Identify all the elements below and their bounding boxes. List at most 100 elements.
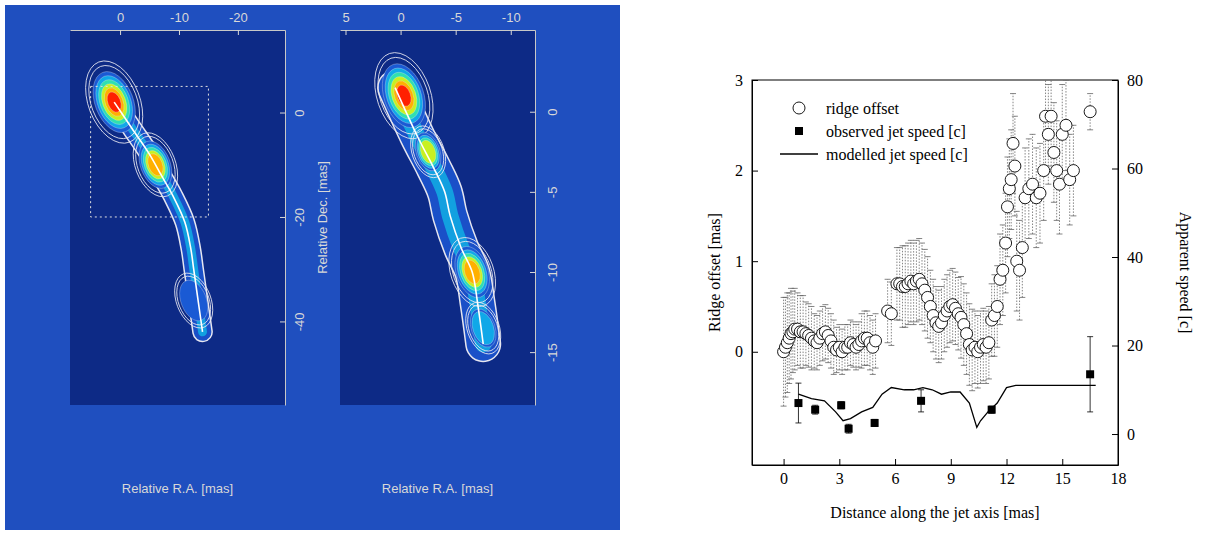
error-cap bbox=[919, 243, 925, 244]
error-cap bbox=[1041, 220, 1047, 221]
axis-line bbox=[753, 465, 1119, 466]
error-cap bbox=[955, 277, 961, 278]
tick-label: 60 bbox=[1127, 160, 1143, 177]
error-cap bbox=[792, 288, 798, 289]
speed-point bbox=[794, 399, 802, 407]
error-cap bbox=[964, 374, 970, 375]
tick-mark bbox=[784, 459, 785, 465]
error-cap bbox=[913, 240, 919, 241]
tick: -10 bbox=[502, 10, 521, 35]
error-cap bbox=[952, 272, 958, 273]
tick-label: 18 bbox=[1111, 470, 1127, 487]
error-cap bbox=[814, 369, 820, 370]
tick-label: 9 bbox=[947, 470, 955, 487]
plot-area bbox=[70, 30, 285, 405]
speed-point bbox=[917, 397, 925, 405]
tick-label: 15 bbox=[1055, 470, 1071, 487]
error-bar bbox=[838, 402, 844, 409]
tick-label: -10 bbox=[502, 10, 521, 25]
offset-point bbox=[1005, 174, 1017, 186]
error-cap bbox=[1087, 411, 1093, 412]
series bbox=[798, 385, 1095, 427]
error-cap bbox=[1056, 234, 1062, 235]
error-cap bbox=[845, 369, 851, 370]
error-cap bbox=[969, 309, 975, 310]
contour bbox=[459, 298, 507, 359]
legend-item: modelled jet speed [c] bbox=[780, 146, 968, 164]
contour bbox=[404, 121, 452, 182]
error-cap bbox=[958, 358, 964, 359]
speed-point bbox=[1086, 370, 1094, 378]
error-cap bbox=[782, 297, 788, 298]
error-cap bbox=[955, 349, 961, 350]
error-cap bbox=[902, 327, 908, 328]
error-cap bbox=[800, 295, 806, 296]
error-cap bbox=[941, 279, 947, 280]
error-cap bbox=[919, 324, 925, 325]
error-cap bbox=[1033, 147, 1039, 148]
error-cap bbox=[888, 345, 894, 346]
tick: 3 bbox=[735, 72, 758, 89]
error-cap bbox=[885, 342, 891, 343]
error-cap bbox=[936, 290, 942, 291]
tick: 0 bbox=[117, 10, 124, 35]
error-cap bbox=[864, 311, 870, 312]
tick-label: -10 bbox=[170, 10, 189, 25]
tick-mark bbox=[530, 272, 535, 273]
error-cap bbox=[947, 270, 953, 271]
tick: 9 bbox=[947, 459, 955, 487]
axis-line bbox=[1118, 81, 1119, 466]
error-cap bbox=[1004, 256, 1010, 257]
error-cap bbox=[1070, 215, 1076, 216]
error-cap bbox=[941, 351, 947, 352]
error-cap bbox=[925, 338, 931, 339]
error-cap bbox=[864, 365, 870, 366]
error-cap bbox=[939, 286, 945, 287]
tick-label: 0 bbox=[1127, 426, 1135, 443]
tick: 60 bbox=[1112, 160, 1143, 177]
error-cap bbox=[947, 342, 953, 343]
offset-point bbox=[870, 335, 882, 347]
error-cap bbox=[806, 367, 812, 368]
axis-line bbox=[71, 30, 286, 31]
speed-point bbox=[988, 406, 996, 414]
contour bbox=[167, 268, 220, 334]
error-cap bbox=[916, 320, 922, 321]
error-cap bbox=[1033, 247, 1039, 248]
tick: 15 bbox=[1055, 459, 1071, 487]
tick-label: 1 bbox=[735, 253, 743, 270]
ridge-line bbox=[395, 88, 483, 344]
axis: 0369121518 bbox=[753, 459, 1127, 487]
offset-point bbox=[997, 264, 1009, 276]
error-cap bbox=[850, 367, 856, 368]
emission-level bbox=[378, 63, 429, 128]
error-cap bbox=[989, 283, 995, 284]
error-cap bbox=[850, 321, 856, 322]
error-cap bbox=[812, 414, 818, 415]
axis-line bbox=[535, 31, 536, 406]
error-cap bbox=[978, 311, 984, 312]
error-cap bbox=[812, 405, 818, 406]
error-cap bbox=[994, 347, 1000, 348]
emission-level bbox=[374, 58, 433, 133]
tick-mark bbox=[752, 171, 758, 172]
error-cap bbox=[834, 327, 840, 328]
error-cap bbox=[1014, 211, 1020, 212]
tick-mark bbox=[895, 459, 896, 465]
tick-label: 12 bbox=[999, 470, 1015, 487]
error-cap bbox=[1087, 336, 1093, 337]
tick: 5 bbox=[342, 10, 349, 35]
tick-mark bbox=[530, 192, 535, 193]
error-cap bbox=[922, 249, 928, 250]
error-cap bbox=[961, 365, 967, 366]
error-cap bbox=[1037, 243, 1043, 244]
emission-level bbox=[174, 276, 213, 325]
error-cap bbox=[969, 390, 975, 391]
error-cap bbox=[1026, 138, 1032, 139]
offset-point bbox=[1009, 160, 1021, 172]
tick-label: 3 bbox=[735, 72, 743, 89]
image-panel: 0-10-200-20-40Relative R.A. [mas]Relativ… bbox=[70, 10, 330, 496]
offset-point bbox=[885, 308, 897, 320]
legend: ridge offsetobserved jet speed [c]modell… bbox=[780, 100, 968, 164]
error-cap bbox=[814, 315, 820, 316]
